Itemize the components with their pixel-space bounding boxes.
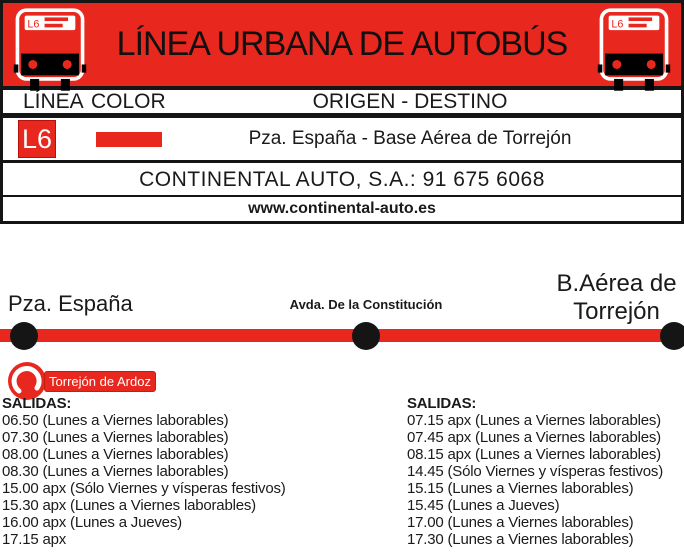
departure-time: 15.45 (Lunes a Jueves): [407, 497, 560, 514]
stop-dot: [660, 322, 684, 350]
torrejon-logo-icon: [8, 362, 46, 400]
departure-time: 17.15 apx: [2, 531, 67, 548]
website-text: www.continental-auto.es: [248, 200, 436, 217]
stop-label-pza-espana: Pza. España: [8, 291, 133, 316]
info-block: L6 LÍNEA URBANA DE AUTOBÚS L6: [0, 0, 684, 224]
stop-label-base-aerea: B.Aérea de Torrejón: [549, 270, 684, 326]
line-color-swatch: [96, 131, 162, 147]
header-band: L6 LÍNEA URBANA DE AUTOBÚS L6: [3, 3, 681, 91]
departure-time: 07.30 (Lunes a Viernes laborables): [2, 429, 229, 446]
line-color-cell: [91, 131, 191, 147]
bus-sign-text: L6: [611, 18, 623, 30]
departure-time: 15.30 apx (Lunes a Viernes laborables): [2, 497, 256, 514]
stop-label-avda-constitucion: Avda. De la Constitución: [289, 297, 443, 312]
torrejon-logo-label: Torrejón de Ardoz: [44, 371, 156, 392]
page-title: LÍNEA URBANA DE AUTOBÚS: [116, 25, 569, 63]
column-header-origen-destino: ORIGEN - DESTINO: [312, 89, 508, 113]
line-number-badge: L6: [18, 120, 56, 158]
stop-dot: [10, 322, 38, 350]
column-header-linea: LÍNEA: [23, 89, 84, 113]
departure-time: 08.30 (Lunes a Viernes laborables): [2, 463, 229, 480]
column-header-color: COLOR: [91, 89, 166, 113]
departures-title: SALIDAS:: [2, 395, 72, 412]
departure-time: 15.15 (Lunes a Viernes laborables): [407, 480, 634, 497]
departure-time: 07.45 apx (Lunes a Viernes laborables): [407, 429, 661, 446]
line-badge-cell: L6: [3, 120, 91, 158]
bus-front-icon: L6: [597, 8, 671, 91]
departures-left-column: SALIDAS: 06.50 (Lunes a Viernes laborabl…: [2, 395, 286, 548]
departure-time: 14.45 (Sólo Viernes y vísperas festivos): [407, 463, 664, 480]
departure-time: 17.00 (Lunes a Viernes laborables): [407, 514, 634, 531]
departure-time: 08.00 (Lunes a Viernes laborables): [2, 446, 229, 463]
stop-label-line1: B.Aérea de: [556, 270, 677, 297]
origin-destination-text: Pza. España - Base Aérea de Torrejón: [248, 128, 572, 149]
table-header-row: LÍNEA COLOR ORIGEN - DESTINO: [3, 90, 681, 118]
stop-dot: [352, 322, 380, 350]
bus-sign-text: L6: [27, 18, 39, 30]
bus-front-icon: L6: [13, 8, 87, 91]
departure-time: 08.15 apx (Lunes a Viernes laborables): [407, 446, 661, 463]
line-info-row: L6 Pza. España - Base Aérea de Torrejón: [3, 118, 681, 163]
departures-title: SALIDAS:: [407, 395, 477, 412]
departure-time: 15.00 apx (Sólo Viernes y vísperas festi…: [2, 480, 286, 497]
departure-time: 17.30 (Lunes a Viernes laborables): [407, 531, 634, 548]
departure-time: 06.50 (Lunes a Viernes laborables): [2, 412, 229, 429]
stop-label-line2: Torrejón: [573, 298, 660, 325]
departures-right-column: SALIDAS: 07.15 apx (Lunes a Viernes labo…: [407, 395, 663, 548]
departure-time: 16.00 apx (Lunes a Jueves): [2, 514, 182, 531]
departure-time: 07.15 apx (Lunes a Viernes laborables): [407, 412, 661, 429]
route-line: [0, 329, 684, 342]
operator-phone-row: CONTINENTAL AUTO, S.A.: 91 675 6068: [3, 163, 681, 197]
